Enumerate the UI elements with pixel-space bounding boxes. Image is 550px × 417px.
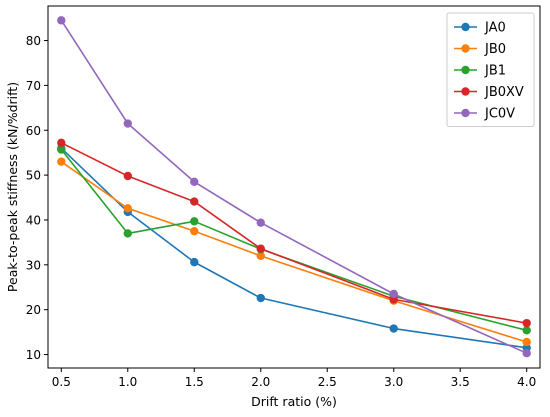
legend-frame bbox=[446, 12, 535, 127]
data-point bbox=[389, 324, 398, 333]
series-line bbox=[60, 161, 527, 343]
series-jc0v bbox=[57, 16, 531, 358]
legend-label: JB1 bbox=[484, 64, 506, 79]
legend: JA0 JB0 JB1 JB0XV JC0V bbox=[446, 12, 535, 127]
data-point bbox=[256, 244, 265, 253]
y-tick-label: 50 bbox=[26, 169, 41, 183]
data-point bbox=[57, 16, 66, 25]
data-point bbox=[190, 226, 199, 236]
legend-marker bbox=[461, 108, 470, 118]
x-tick-label: 0.5 bbox=[52, 375, 71, 389]
series-line bbox=[60, 149, 527, 332]
x-tick-label: 1.5 bbox=[185, 375, 204, 389]
legend-item-ja0: JA0 bbox=[454, 21, 506, 36]
data-point bbox=[522, 348, 531, 358]
x-tick-label: 1.0 bbox=[118, 375, 137, 389]
series-jb0 bbox=[57, 157, 531, 347]
data-point bbox=[522, 337, 531, 347]
data-point bbox=[57, 138, 66, 148]
data-point bbox=[522, 326, 531, 335]
x-tick-label: 3.0 bbox=[384, 375, 403, 389]
data-point bbox=[123, 119, 132, 128]
legend-marker bbox=[461, 87, 470, 96]
legend-label: JA0 bbox=[484, 21, 506, 36]
data-point bbox=[256, 251, 265, 261]
data-point bbox=[190, 177, 199, 187]
legend-label: JB0XV bbox=[484, 85, 524, 100]
data-point bbox=[190, 217, 199, 226]
data-point bbox=[190, 257, 199, 267]
legend-item-jb0xv: JB0XV bbox=[454, 85, 524, 100]
legend-item-jb1: JB1 bbox=[454, 64, 506, 79]
data-point bbox=[389, 289, 398, 299]
data-point bbox=[190, 197, 199, 206]
data-point bbox=[123, 229, 132, 238]
y-tick-label: 10 bbox=[26, 348, 41, 362]
y-tick-label: 70 bbox=[26, 79, 41, 93]
x-axis: 0.5 1.0 1.5 2.0 2.5 3.0 3.5 4.0 bbox=[52, 368, 536, 389]
x-tick-label: 2.0 bbox=[251, 375, 270, 389]
legend-item-jb0: JB0 bbox=[454, 42, 506, 57]
data-point bbox=[57, 157, 66, 166]
data-point bbox=[123, 171, 132, 181]
series-layer bbox=[57, 16, 531, 358]
y-tick-label: 30 bbox=[26, 258, 41, 272]
legend-marker bbox=[461, 22, 470, 32]
legend-marker bbox=[461, 44, 470, 53]
x-tick-label: 4.0 bbox=[517, 375, 536, 389]
y-tick-label: 80 bbox=[26, 34, 41, 48]
data-point bbox=[522, 318, 531, 328]
y-tick-label: 60 bbox=[26, 124, 41, 138]
x-tick-label: 2.5 bbox=[318, 375, 337, 389]
series-line bbox=[60, 19, 528, 354]
y-tick-label: 40 bbox=[26, 213, 41, 227]
data-point bbox=[123, 204, 132, 213]
legend-marker bbox=[461, 65, 470, 75]
data-point bbox=[57, 145, 66, 154]
data-point bbox=[256, 293, 265, 303]
legend-label: JC0V bbox=[484, 107, 515, 122]
legend-item-jc0v: JC0V bbox=[454, 107, 515, 122]
x-tick-label: 3.5 bbox=[451, 375, 470, 389]
y-axis-label: Peak-to-peak stiffness (kN/%drift) bbox=[5, 82, 20, 292]
x-axis-label: Drift ratio (%) bbox=[251, 394, 337, 409]
y-tick-label: 20 bbox=[26, 303, 41, 317]
legend-label: JB0 bbox=[484, 42, 506, 57]
y-axis: 10 20 30 40 50 60 70 80 bbox=[26, 34, 48, 362]
data-point bbox=[256, 218, 265, 227]
